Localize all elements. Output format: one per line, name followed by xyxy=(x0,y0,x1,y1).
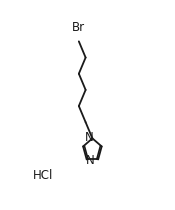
Text: N: N xyxy=(86,154,94,167)
Text: HCl: HCl xyxy=(33,169,53,182)
Text: N: N xyxy=(85,131,93,144)
Text: Br: Br xyxy=(72,21,85,34)
